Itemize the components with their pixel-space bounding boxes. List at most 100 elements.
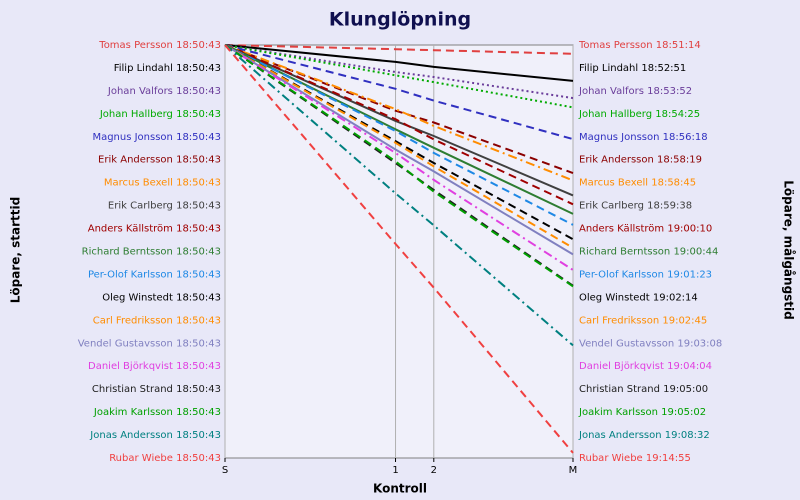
finish-label: Magnus Jonsson 18:56:18	[579, 132, 708, 143]
finish-label: Daniel Björkqvist 19:04:04	[579, 361, 712, 372]
start-time: 18:50:43	[176, 430, 221, 441]
start-label: Anders Källström 18:50:43	[88, 224, 221, 235]
finish-time: 18:53:52	[647, 86, 692, 97]
start-time: 18:50:43	[176, 86, 221, 97]
runner-line	[224, 44, 574, 82]
finish-time: 18:51:14	[656, 40, 701, 51]
runner-name: Anders Källström	[88, 224, 173, 235]
runner-line	[224, 44, 574, 182]
runner-name: Oleg Winstedt	[579, 292, 650, 303]
runner-name: Erik Andersson	[579, 155, 654, 166]
start-label: Johan Valfors 18:50:43	[107, 86, 221, 97]
start-time: 18:50:43	[176, 315, 221, 326]
start-time: 18:50:43	[176, 384, 221, 395]
finish-label: Johan Hallberg 18:54:25	[578, 109, 700, 120]
finish-time: 19:05:02	[661, 407, 706, 418]
finish-time: 19:04:04	[667, 361, 712, 372]
runner-line	[224, 44, 574, 271]
finish-time: 19:02:45	[662, 315, 707, 326]
x-tick-label: S	[222, 465, 228, 476]
finish-label: Marcus Bexell 18:58:45	[579, 178, 696, 189]
finish-time: 19:05:00	[663, 384, 708, 395]
runner-line	[224, 44, 574, 141]
start-label: Johan Hallberg 18:50:43	[99, 109, 221, 120]
start-label: Filip Lindahl 18:50:43	[114, 63, 221, 74]
start-label: Daniel Björkqvist 18:50:43	[88, 361, 221, 372]
runner-name: Vendel Gustavsson	[579, 338, 674, 349]
runner-name: Richard Berntsson	[579, 247, 670, 258]
runner-line	[224, 44, 574, 347]
runner-name: Christian Strand	[92, 384, 173, 395]
runner-name: Tomas Persson	[578, 40, 653, 51]
runner-name: Per-Olof Karlsson	[88, 269, 173, 280]
start-time: 18:50:43	[176, 407, 221, 418]
runner-line	[224, 44, 574, 288]
finish-label: Vendel Gustavsson 19:03:08	[579, 338, 722, 349]
finish-time: 18:58:45	[651, 178, 696, 189]
start-label: Tomas Persson 18:50:43	[98, 40, 221, 51]
runner-name: Joakim Karlsson	[578, 407, 658, 418]
runner-line	[224, 44, 574, 100]
runner-name: Vendel Gustavsson	[78, 338, 173, 349]
runner-name: Rubar Wiebe	[109, 453, 173, 464]
finish-time: 18:52:51	[641, 63, 686, 74]
start-time: 18:50:43	[176, 453, 221, 464]
finish-time: 19:08:32	[665, 430, 710, 441]
runner-name: Marcus Bexell	[104, 178, 173, 189]
start-time: 18:50:43	[176, 269, 221, 280]
chart-title: Klunglöpning	[329, 9, 471, 31]
start-time: 18:50:43	[176, 292, 221, 303]
runner-name: Joakim Karlsson	[93, 407, 173, 418]
runner-name: Daniel Björkqvist	[579, 361, 664, 372]
runner-line	[224, 44, 574, 55]
finish-label: Erik Carlberg 18:59:38	[579, 201, 692, 212]
finish-label: Carl Fredriksson 19:02:45	[579, 315, 707, 326]
runner-line	[224, 44, 574, 109]
runner-name: Jonas Andersson	[578, 430, 662, 441]
runner-line	[224, 44, 574, 454]
finish-time: 18:54:25	[655, 109, 700, 120]
runner-name: Marcus Bexell	[579, 178, 648, 189]
start-time: 18:50:43	[176, 155, 221, 166]
x-axis-label: Kontroll	[373, 482, 427, 496]
start-label: Erik Carlberg 18:50:43	[108, 201, 221, 212]
finish-label: Christian Strand 19:05:00	[579, 384, 708, 395]
runner-name: Erik Carlberg	[579, 201, 644, 212]
runner-name: Rubar Wiebe	[579, 453, 643, 464]
x-tick-label: 1	[392, 465, 398, 476]
runner-name: Johan Valfors	[107, 86, 173, 97]
runner-name: Johan Valfors	[578, 86, 644, 97]
finish-time: 19:03:08	[677, 338, 722, 349]
finish-label: Rubar Wiebe 19:14:55	[579, 453, 691, 464]
start-time: 18:50:43	[176, 63, 221, 74]
runner-name: Johan Hallberg	[578, 109, 652, 120]
finish-time: 19:01:23	[667, 269, 712, 280]
finish-time: 19:00:44	[673, 247, 718, 258]
runner-line	[224, 44, 574, 249]
start-time: 18:50:43	[176, 338, 221, 349]
start-label: Joakim Karlsson 18:50:43	[93, 407, 221, 418]
start-time: 18:50:43	[176, 361, 221, 372]
runner-name: Anders Källström	[579, 224, 664, 235]
x-tick-label: 2	[431, 465, 437, 476]
start-label: Marcus Bexell 18:50:43	[104, 178, 221, 189]
start-label: Christian Strand 18:50:43	[92, 384, 221, 395]
runner-line	[224, 44, 574, 226]
runner-name: Oleg Winstedt	[102, 292, 173, 303]
start-time: 18:50:43	[176, 224, 221, 235]
finish-label: Tomas Persson 18:51:14	[578, 40, 701, 51]
runner-name: Per-Olof Karlsson	[579, 269, 664, 280]
finish-label: Per-Olof Karlsson 19:01:23	[579, 269, 712, 280]
runner-line	[224, 44, 574, 206]
finish-label: Oleg Winstedt 19:02:14	[579, 292, 698, 303]
runner-name: Daniel Björkqvist	[88, 361, 173, 372]
start-time: 18:50:43	[176, 109, 221, 120]
runner-line	[224, 44, 574, 256]
start-label: Per-Olof Karlsson 18:50:43	[88, 269, 221, 280]
finish-time: 19:02:14	[653, 292, 698, 303]
start-time: 18:50:43	[176, 132, 221, 143]
runner-name: Richard Berntsson	[82, 247, 173, 258]
finish-label: Erik Andersson 18:58:19	[579, 155, 702, 166]
finish-time: 18:56:18	[663, 132, 708, 143]
